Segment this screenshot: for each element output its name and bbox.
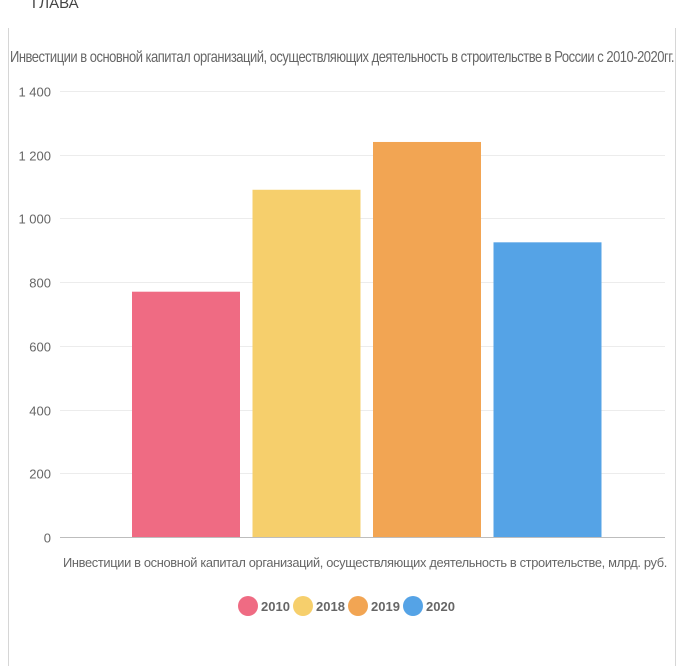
legend-label-2019: 2019 — [371, 599, 400, 614]
y-tick-label: 800 — [29, 276, 51, 291]
legend-label-2020: 2020 — [426, 599, 455, 614]
y-tick-label: 600 — [29, 340, 51, 355]
x-axis-label: Инвестиции в основной капитал организаци… — [63, 555, 667, 570]
y-tick-label: 1 000 — [18, 212, 51, 227]
bar-2018 — [252, 189, 361, 537]
bars — [132, 141, 602, 538]
legend-label-2010: 2010 — [261, 599, 290, 614]
chart-title: Инвестиции в основной капитал организаци… — [10, 49, 674, 66]
bar-2020 — [493, 242, 602, 538]
y-axis: 0 200 400 600 800 1 000 1 200 1 400 — [18, 85, 51, 546]
bar-2010 — [132, 291, 240, 537]
legend-swatch-2020 — [403, 596, 423, 616]
cut-off-heading: ГЛАВА — [32, 0, 79, 12]
y-tick-label: 0 — [44, 531, 51, 546]
legend: 2010 2018 2019 2020 — [238, 596, 455, 616]
legend-swatch-2019 — [348, 596, 368, 616]
legend-label-2018: 2018 — [316, 599, 345, 614]
y-tick-label: 1 200 — [18, 149, 51, 164]
legend-swatch-2010 — [238, 596, 258, 616]
y-tick-label: 1 400 — [18, 85, 51, 100]
y-tick-label: 400 — [29, 404, 51, 419]
bar-2019 — [373, 141, 481, 537]
y-tick-label: 200 — [29, 467, 51, 482]
legend-swatch-2018 — [293, 596, 313, 616]
